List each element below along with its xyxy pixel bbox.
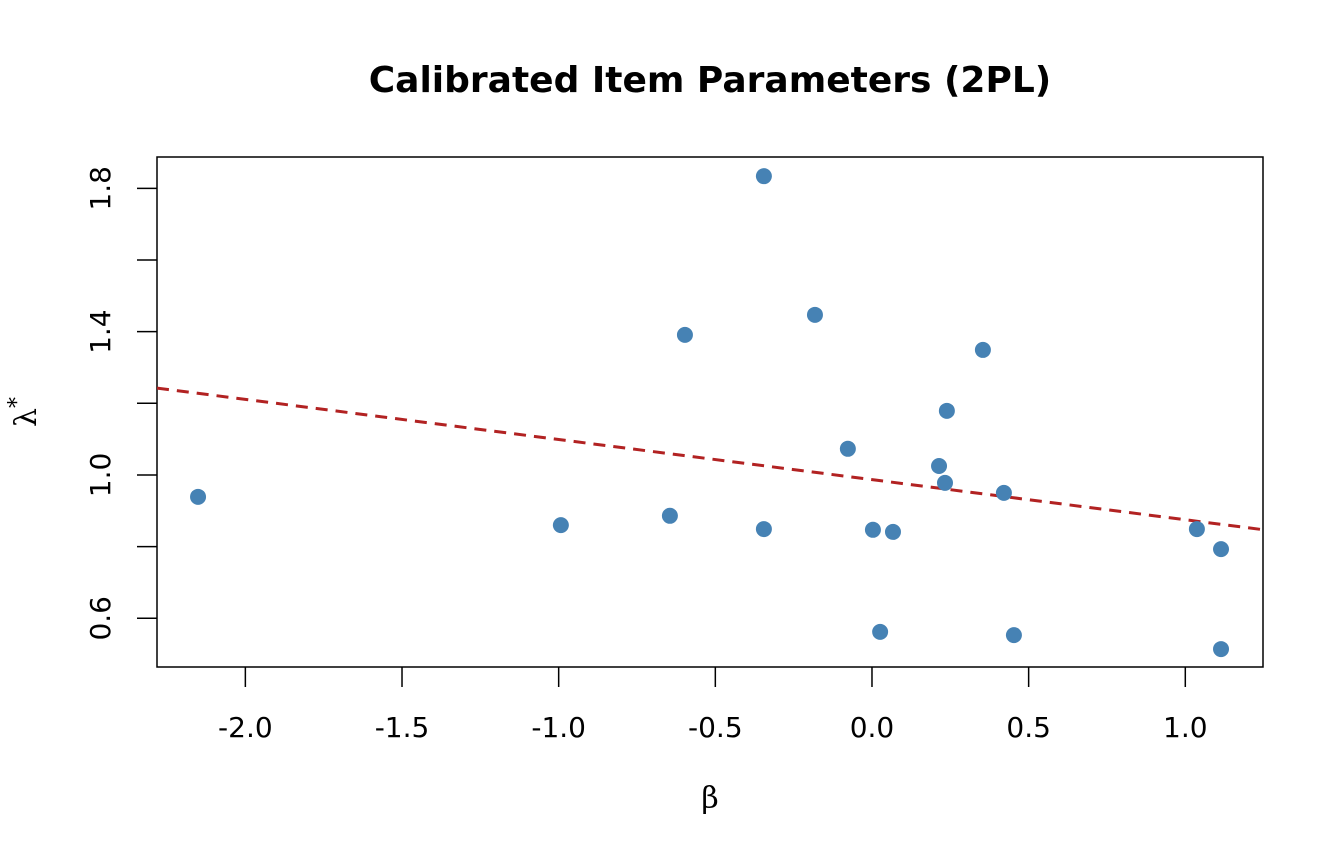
x-axis-label: β (701, 781, 718, 816)
x-tick-label: 1.0 (1163, 711, 1208, 744)
point (190, 488, 207, 505)
y-tick-label: 1.8 (84, 166, 117, 211)
x-tick-label: -1.5 (375, 711, 430, 744)
y-tick-label: 1.0 (84, 453, 117, 498)
point (938, 402, 955, 419)
point (936, 474, 953, 491)
plot-frame (156, 156, 1264, 668)
chart-title: Calibrated Item Parameters (2PL) (369, 60, 1052, 101)
point (1188, 521, 1205, 538)
point (1005, 627, 1022, 644)
x-tick-label: -2.0 (218, 711, 273, 744)
point (839, 440, 856, 457)
point (864, 521, 881, 538)
point (676, 326, 693, 343)
y-axis-label-sup: * (5, 397, 30, 408)
y-axis-label-main: λ (9, 408, 44, 427)
x-tick-label: -0.5 (688, 711, 743, 744)
y-tick-label: 1.4 (84, 309, 117, 354)
point (884, 523, 901, 540)
point (995, 484, 1012, 501)
point (755, 521, 772, 538)
fit-line (157, 386, 1263, 532)
y-axis-label: λ* (5, 397, 44, 427)
point (974, 341, 991, 358)
point (661, 507, 678, 524)
point (872, 623, 889, 640)
point (552, 517, 569, 534)
point (755, 168, 772, 185)
x-tick-label: 0.0 (850, 711, 895, 744)
point (1213, 541, 1230, 558)
point (931, 458, 948, 475)
point (806, 306, 823, 323)
y-tick-label: 0.6 (84, 596, 117, 641)
point (1213, 641, 1230, 658)
x-tick-label: 0.5 (1006, 711, 1051, 744)
x-tick-label: -1.0 (531, 711, 586, 744)
